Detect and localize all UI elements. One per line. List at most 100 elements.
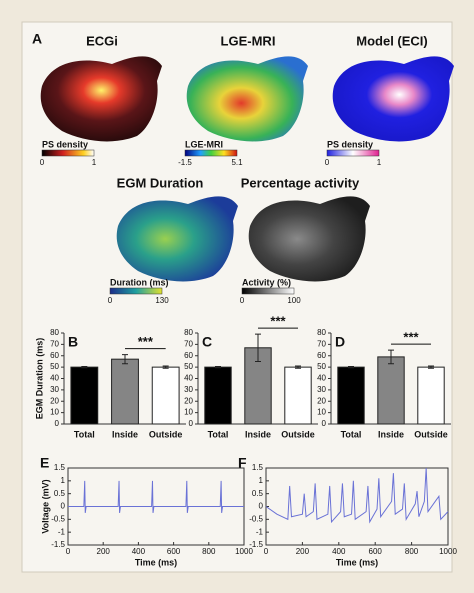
- y-tick-label: 70: [184, 339, 193, 348]
- colorbar-tick: 0: [40, 158, 45, 167]
- colorbar-label: PS density: [327, 139, 373, 149]
- colorbar-tick: 1: [377, 158, 382, 167]
- panel-label: C: [202, 334, 212, 350]
- panel-label: D: [335, 334, 345, 350]
- x-tick-label: 400: [332, 547, 346, 556]
- y-tick-label: 0: [259, 502, 264, 511]
- signal-line: [68, 480, 244, 513]
- x-tick-label: 600: [369, 547, 383, 556]
- y-tick-label: -1.5: [249, 540, 263, 549]
- colorbar-label: PS density: [42, 139, 88, 149]
- y-tick-label: 1: [259, 476, 264, 485]
- colorbar: [326, 149, 380, 157]
- y-tick-label: 0: [61, 502, 66, 511]
- y-tick-label: 50: [50, 362, 59, 371]
- y-tick-label: 10: [184, 408, 193, 417]
- y-tick-label: 70: [317, 339, 326, 348]
- x-tick-label: Inside: [112, 429, 138, 439]
- significance: ***: [403, 330, 419, 345]
- y-tick-label: 0: [189, 419, 194, 428]
- colorbar: [184, 149, 238, 157]
- signal-line: [265, 467, 449, 524]
- colorbar-tick: 130: [155, 296, 169, 305]
- panel-label: F: [238, 455, 247, 471]
- x-tick-label: 200: [296, 547, 310, 556]
- x-tick-label: Outside: [281, 429, 315, 439]
- error-bar: [255, 333, 261, 362]
- bar: [284, 366, 312, 425]
- error-bar: [215, 366, 221, 369]
- x-tick-label: 800: [405, 547, 419, 556]
- y-tick-label: 0: [55, 419, 60, 428]
- panel-label: B: [68, 334, 78, 350]
- colorbar-tick: 0: [240, 296, 245, 305]
- y-tick-label: 60: [317, 351, 326, 360]
- error-bar: [162, 365, 169, 369]
- map-title: Model (ECI): [356, 33, 428, 48]
- x-tick-label: Outside: [149, 429, 183, 439]
- y-tick-label: -0.5: [249, 514, 263, 523]
- y-tick-label: 30: [184, 385, 193, 394]
- map-ecgi: [40, 56, 162, 142]
- x-tick-label: Total: [74, 429, 95, 439]
- colorbar-label: Duration (ms): [110, 277, 169, 287]
- y-tick-label: 50: [317, 362, 326, 371]
- bar: [417, 366, 445, 425]
- y-tick-label: 20: [50, 396, 59, 405]
- colorbar-tick: 100: [287, 296, 301, 305]
- y-tick-label: 0.5: [252, 489, 264, 498]
- y-tick-label: 30: [317, 385, 326, 394]
- error-bar: [388, 349, 394, 365]
- x-tick-label: 400: [132, 547, 146, 556]
- y-tick-label: 60: [50, 351, 59, 360]
- y-tick-label: -1: [256, 527, 264, 536]
- error-bar: [428, 365, 434, 369]
- y-tick-label: -1.5: [51, 540, 65, 549]
- x-tick-label: 200: [97, 547, 111, 556]
- y-tick-label: 40: [317, 374, 326, 383]
- x-tick-label: Inside: [245, 429, 271, 439]
- x-tick-label: 800: [202, 547, 216, 556]
- colorbar: [241, 287, 295, 295]
- x-tick-label: Outside: [414, 429, 448, 439]
- x-tick-label: 600: [167, 547, 181, 556]
- y-tick-label: 20: [184, 396, 193, 405]
- error-bar: [122, 354, 128, 365]
- x-tick-label: 1000: [235, 547, 253, 556]
- error-bar: [348, 366, 354, 369]
- panel-label: A: [32, 31, 42, 47]
- x-axis-label: Time (ms): [135, 557, 177, 567]
- colorbar-tick: 0: [325, 158, 330, 167]
- y-tick-label: -0.5: [51, 514, 65, 523]
- y-axis-label: Voltage (mV): [40, 479, 50, 533]
- bar: [111, 358, 139, 425]
- significance: ***: [270, 314, 286, 329]
- y-tick-label: 80: [317, 328, 326, 337]
- y-tick-label: 0: [322, 419, 327, 428]
- y-tick-label: 40: [50, 374, 59, 383]
- y-tick-label: 10: [50, 408, 59, 417]
- y-tick-label: 80: [184, 328, 193, 337]
- y-tick-label: 50: [184, 362, 193, 371]
- y-tick-label: 20: [317, 396, 326, 405]
- y-tick-label: 40: [184, 374, 193, 383]
- x-tick-label: Inside: [378, 429, 404, 439]
- bar: [151, 366, 180, 425]
- colorbar-tick: 5.1: [231, 158, 243, 167]
- colorbar-tick: 0: [108, 296, 113, 305]
- map-model: [332, 56, 454, 142]
- y-axis-label: EGM Duration (ms): [34, 338, 44, 420]
- colorbar-label: LGE-MRI: [185, 139, 223, 149]
- y-tick-label: 1.5: [252, 463, 264, 472]
- map-title: LGE-MRI: [221, 33, 276, 48]
- bar: [377, 356, 405, 425]
- significance: ***: [138, 334, 154, 349]
- colorbar-label: Activity (%): [242, 277, 291, 287]
- bar: [70, 366, 99, 425]
- map-title: Percentage activity: [241, 175, 360, 190]
- y-tick-label: -1: [58, 527, 66, 536]
- y-tick-label: 30: [50, 385, 59, 394]
- y-tick-label: 80: [50, 328, 59, 337]
- y-tick-label: 0.5: [54, 489, 66, 498]
